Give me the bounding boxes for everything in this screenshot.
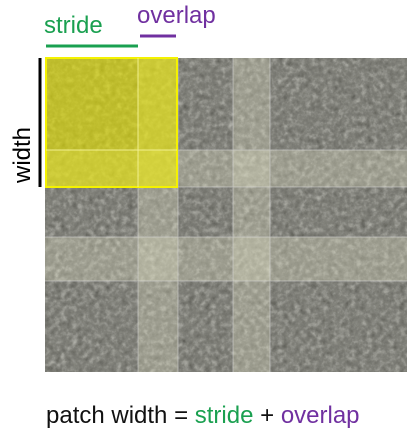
- formula-plus: +: [253, 402, 281, 429]
- formula-equals: =: [167, 402, 195, 429]
- overlap-band-row-2: [45, 237, 407, 281]
- formula-stride: stride: [194, 402, 254, 429]
- width-label-text: width: [9, 126, 36, 184]
- stride-label: stride: [44, 12, 103, 39]
- formula-lhs: patch width: [46, 402, 168, 429]
- overlap-label: overlap: [137, 2, 216, 29]
- formula: patch width = stride + overlap: [46, 404, 360, 428]
- formula-overlap: overlap: [280, 402, 360, 429]
- overlap-band-col-2: [233, 58, 270, 372]
- width-label: width: [6, 120, 40, 190]
- highlighted-patch: [45, 57, 178, 188]
